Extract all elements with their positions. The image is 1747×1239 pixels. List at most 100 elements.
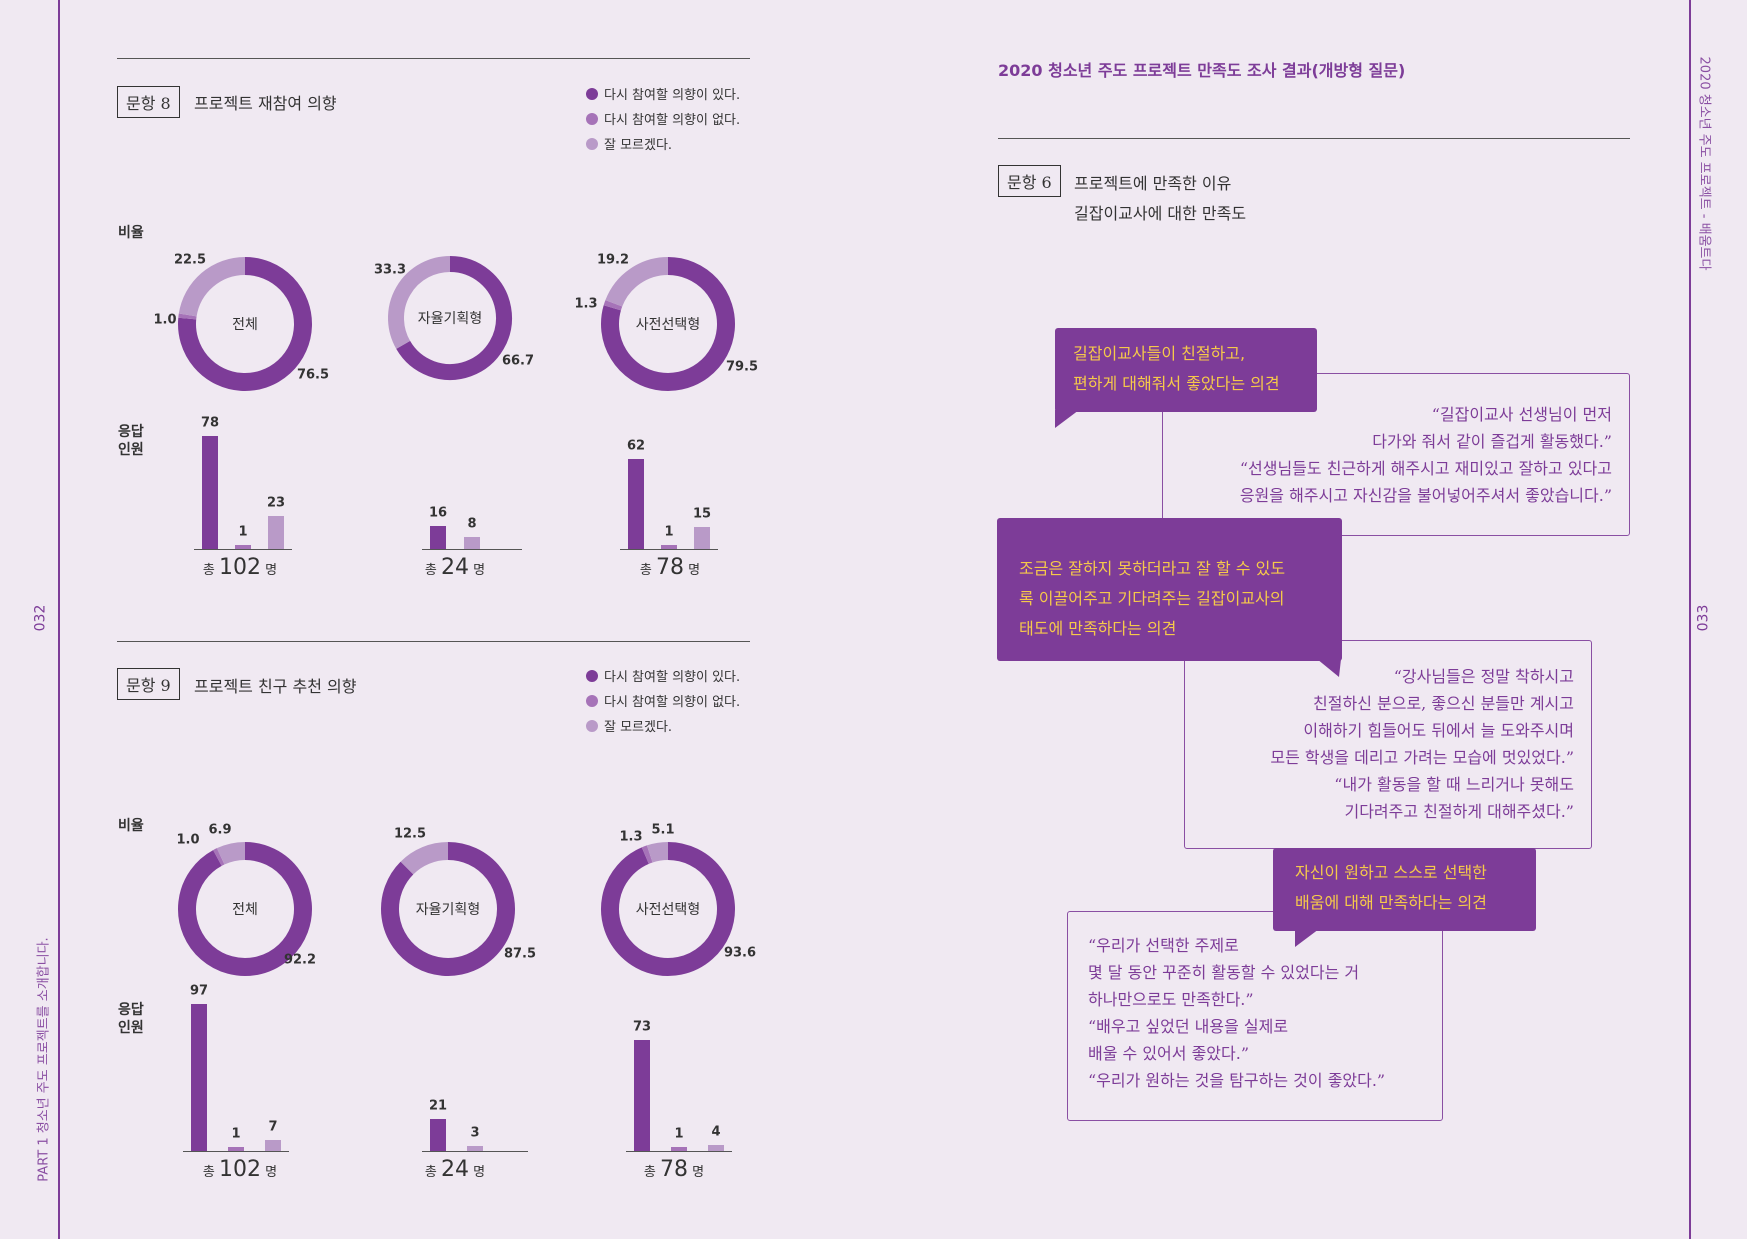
total-part: 총 (424, 563, 441, 578)
bar (628, 459, 644, 549)
bar (671, 1147, 687, 1151)
bubble-line: 태도에 만족하다는 의견 (1019, 619, 1177, 638)
quote-line: “배우고 싶었던 내용을 실제로 (1088, 1017, 1289, 1036)
bar-value-label: 4 (711, 1124, 721, 1140)
q9-legend: 다시 참여할 의향이 있다. 다시 참여할 의향이 없다. 잘 모르겠다. (586, 663, 740, 738)
donut-value-label: 5.1 (651, 822, 675, 838)
donut-chart (178, 842, 312, 976)
bar-value-label: 1 (231, 1126, 241, 1142)
legend-label: 다시 참여할 의향이 있다. (604, 670, 741, 685)
right-rule (998, 138, 1630, 139)
quote-line: 이해하기 힘들어도 뒤에서 늘 도와주시며 (1303, 721, 1574, 740)
donut-center-label: 자율기획형 (415, 902, 481, 918)
bar (694, 527, 710, 549)
donut-slice (603, 300, 623, 311)
total-part: 102 (219, 1157, 261, 1182)
total-part: 24 (441, 555, 469, 580)
bar-axis (626, 1151, 732, 1152)
q9-number-box: 문항 9 (117, 668, 180, 700)
bar-value-label: 3 (470, 1125, 480, 1141)
donut-value-label: 1.0 (153, 312, 177, 328)
bar-axis (194, 549, 292, 550)
donut-slice (601, 257, 735, 391)
q8-title: 프로젝트 재참여 의향 (194, 94, 337, 113)
donut-slice (178, 842, 312, 976)
bar (228, 1147, 244, 1151)
bar-axis (183, 1151, 289, 1152)
total-label: 총 102 명 (203, 555, 277, 580)
bar-axis (422, 1151, 528, 1152)
donut-chart (388, 256, 512, 380)
total-label: 총 24 명 (425, 555, 485, 580)
total-part: 총 (639, 563, 656, 578)
legend-label: 잘 모르겠다. (604, 138, 673, 153)
left-margin-line (58, 0, 60, 1239)
donut-value-label: 1.0 (176, 832, 200, 848)
legend-swatch (586, 694, 598, 707)
total-part: 78 (656, 555, 684, 580)
q8-ratio-label: 비율 (118, 225, 144, 241)
legend-swatch (586, 719, 598, 732)
q8-respondents-label: 응답 인원 (118, 424, 144, 458)
legend-swatch (586, 669, 598, 682)
total-part: 명 (261, 563, 278, 578)
speech-bubble-1: 길잡이교사들이 친절하고, 편하게 대해줘서 좋았다는 의견 (1055, 328, 1317, 428)
q9-respondents-label: 응답 인원 (118, 1002, 144, 1036)
legend-label: 다시 참여할 의향이 있다. (604, 88, 741, 103)
legend-swatch (586, 87, 598, 100)
total-label: 총 24 명 (425, 1157, 485, 1182)
total-part: 명 (469, 563, 486, 578)
bar (467, 1146, 483, 1151)
donut-slice (213, 848, 225, 866)
donut-slice (396, 256, 512, 380)
donut-center-label: 전체 (232, 317, 258, 333)
donut-slice (400, 842, 449, 875)
total-part: 명 (684, 563, 701, 578)
bar-value-label: 7 (268, 1119, 278, 1135)
speech-bubble-2: 조금은 잘하지 못하더라고 잘 할 수 있도 록 이끌어주고 기다려주는 길잡이… (997, 518, 1342, 677)
q6-number-box: 문항 6 (998, 165, 1061, 197)
q8-number-box: 문항 8 (117, 86, 180, 118)
bubble-line: 배움에 대해 만족하다는 의견 (1295, 893, 1487, 912)
bar-value-label: 15 (692, 506, 712, 522)
bar (430, 525, 446, 549)
quote-line: “선생님들도 친근하게 해주시고 재미있고 잘하고 있다고 (1239, 459, 1612, 478)
q9-title: 프로젝트 친구 추천 의향 (194, 677, 357, 696)
q9-rule (117, 641, 750, 642)
donut-value-label: 1.3 (619, 829, 643, 845)
quote-line: 하나만으로도 만족한다.” (1088, 990, 1254, 1009)
bar (265, 1140, 281, 1151)
quote-line: “내가 활동을 할 때 느리거나 못해도 (1334, 775, 1574, 794)
total-part: 명 (261, 1165, 278, 1180)
bar (191, 1004, 207, 1151)
donut-slice (641, 845, 653, 864)
bubble-tail (1055, 410, 1079, 428)
q8-rule (117, 58, 750, 59)
bubble-line: 길잡이교사들이 친절하고, (1073, 344, 1246, 363)
donut-value-label: 92.2 (283, 952, 317, 968)
donut-value-label: 76.5 (296, 367, 330, 383)
right-side-text: 2020 청소년 주도 프로젝트 - 배움트다 (1696, 56, 1712, 271)
donut-slice (388, 256, 451, 349)
donut-value-label: 1.3 (574, 296, 598, 312)
total-part: 명 (688, 1165, 705, 1180)
bar-value-label: 1 (238, 524, 248, 540)
quote-box-3: “우리가 선택한 주제로 몇 달 동안 꾸준히 활동할 수 있었다는 거 하나만… (1067, 911, 1443, 1121)
total-label: 총 78 명 (644, 1157, 704, 1182)
right-page-number: 033 (1695, 604, 1712, 632)
bar-value-label: 73 (632, 1019, 652, 1035)
q6-subtitle: 길잡이교사에 대한 만족도 (1074, 204, 1247, 223)
left-page-number: 032 (32, 604, 49, 632)
bubble-line: 편하게 대해줘서 좋았다는 의견 (1073, 374, 1280, 393)
donut-chart (178, 257, 312, 391)
bar (634, 1040, 650, 1151)
quote-line: 몇 달 동안 꾸준히 활동할 수 있었다는 거 (1088, 963, 1360, 982)
bar (661, 545, 677, 549)
bubble-tail (1317, 659, 1341, 677)
bar-value-label: 21 (428, 1098, 448, 1114)
donut-slice (381, 842, 515, 976)
bar-value-label: 1 (674, 1126, 684, 1142)
total-part: 102 (219, 555, 261, 580)
legend-label: 다시 참여할 의향이 없다. (604, 113, 741, 128)
donut-slice (646, 842, 669, 863)
